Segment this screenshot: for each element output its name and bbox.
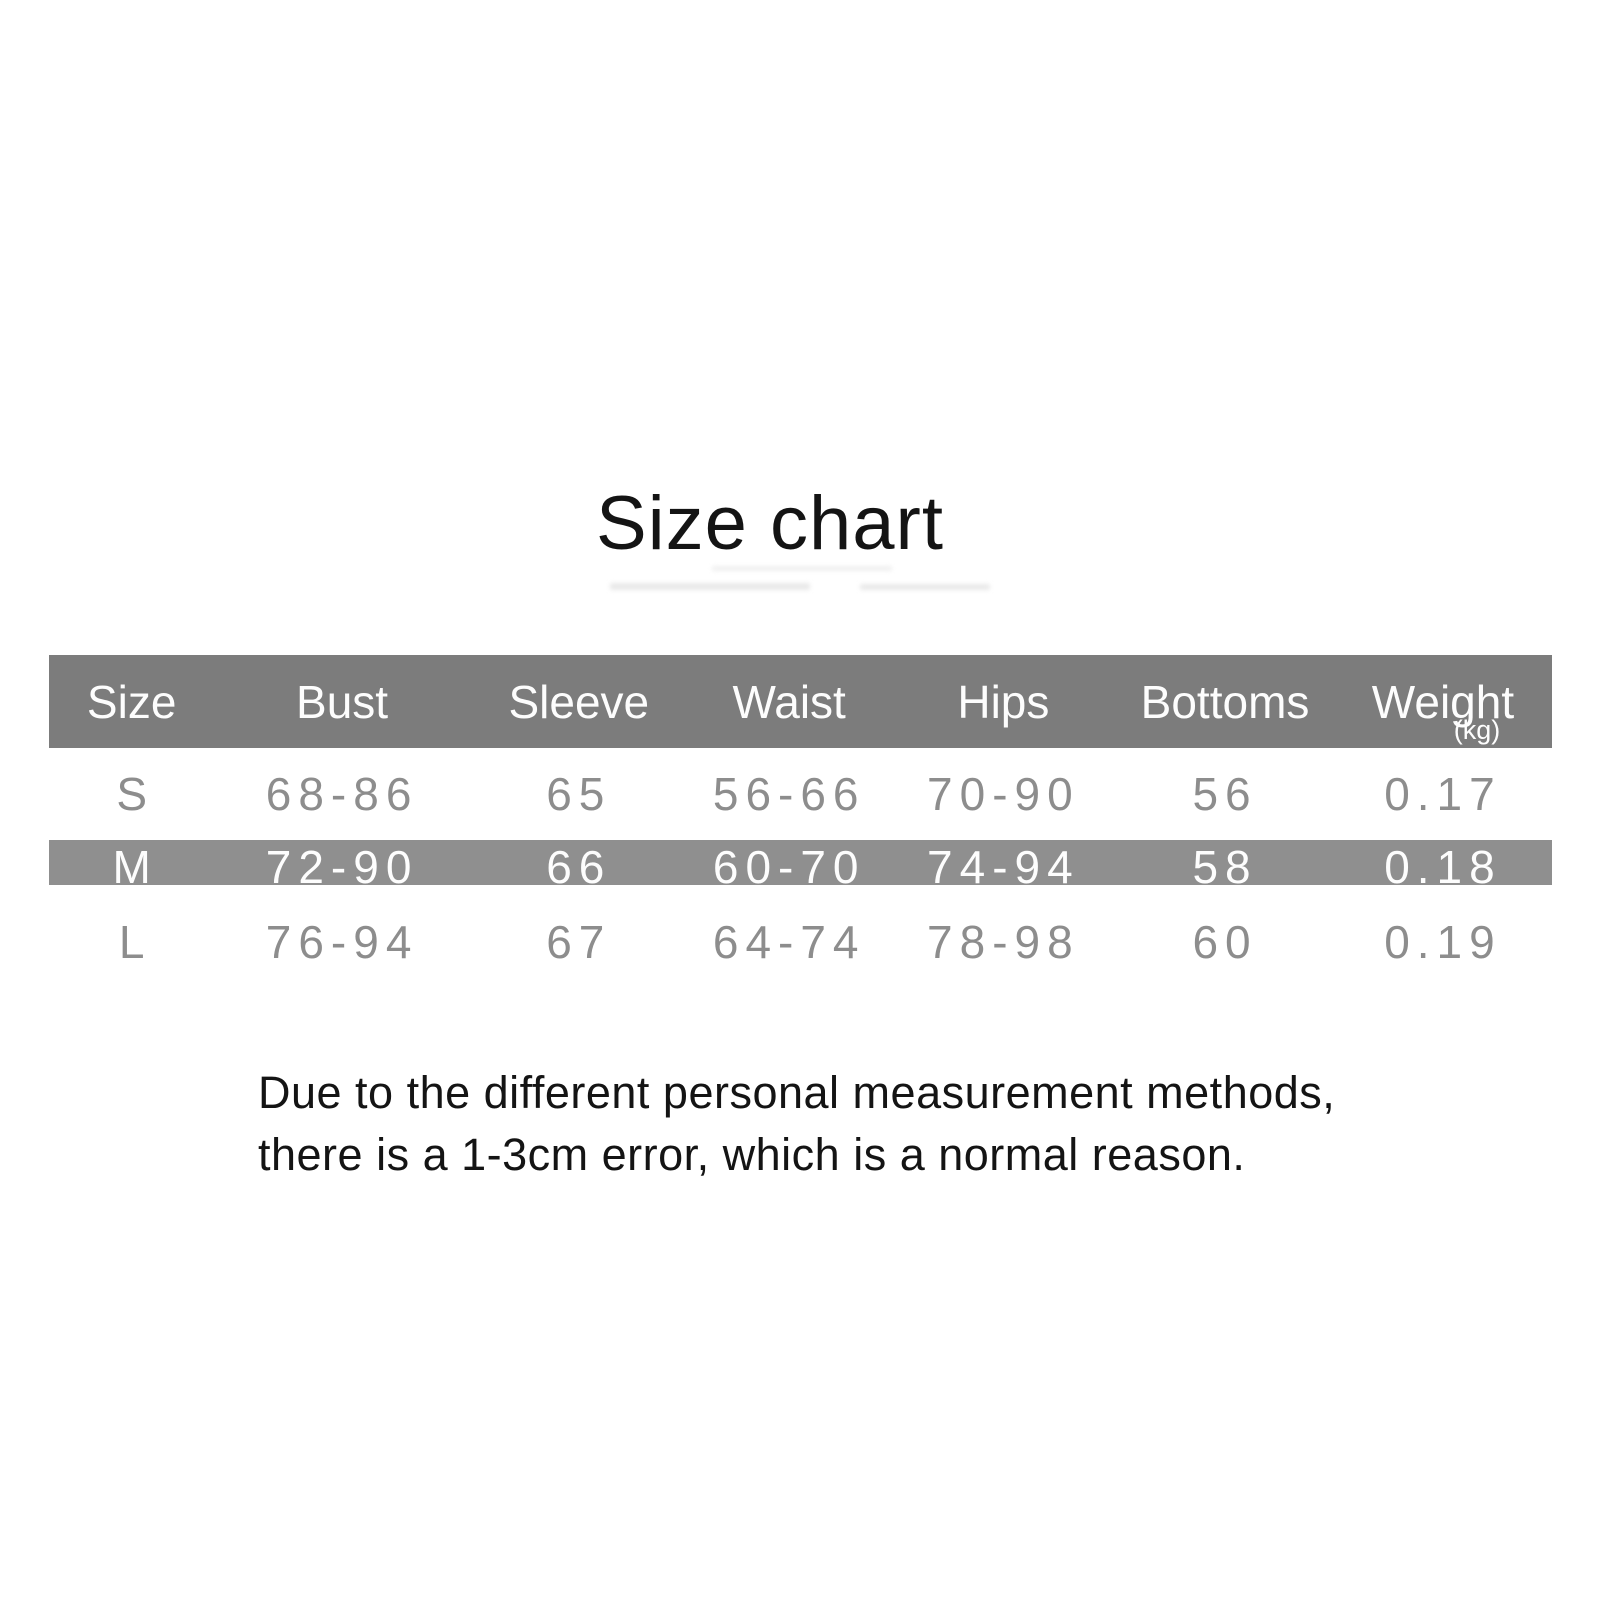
cell-bottoms: 60 [1192,916,1258,968]
cell-weight: 0.18 [1384,841,1502,893]
column-header-weight-label: Weight [1371,675,1515,728]
table-header-row: Size Bust Sleeve Waist Hips Bottoms Weig… [49,655,1552,748]
table-row-s: S 68-86 65 56-66 70-90 56 0.17 [49,748,1552,840]
column-header-bottoms: Bottoms [1116,655,1334,748]
column-header-waist: Waist [688,655,891,748]
cell-bottoms: 58 [1192,841,1258,893]
blurred-watermark [712,566,892,571]
column-header-weight: Weight (kg) [1334,655,1552,748]
column-header-sleeve: Sleeve [470,655,688,748]
column-header-sleeve-label: Sleeve [508,675,650,728]
column-header-size-label: Size [86,675,177,728]
column-header-bust-label: Bust [296,675,389,728]
column-header-bust: Bust [214,655,470,748]
cell-sleeve: 66 [546,841,612,893]
cell-weight: 0.17 [1384,768,1502,820]
cell-weight: 0.19 [1384,916,1502,968]
cell-hips: 78-98 [927,916,1080,968]
weight-unit-label: (kg) [1453,715,1501,745]
cell-waist: 56-66 [712,768,866,820]
cell-bust: 68-86 [265,768,419,820]
measurement-note-line2: there is a 1-3cm error, which is a norma… [258,1129,1246,1180]
measurement-note-line1: Due to the different personal measuremen… [258,1067,1336,1118]
cell-size: M [112,841,151,893]
blurred-watermark [610,583,810,590]
size-table: Size Bust Sleeve Waist Hips Bottoms Weig… [49,655,1552,999]
measurement-note: Due to the different personal measuremen… [258,1062,1335,1186]
column-header-bottoms-label: Bottoms [1140,675,1310,728]
page-title: Size chart [596,481,944,566]
column-header-hips: Hips [891,655,1116,748]
table-row-l: L 76-94 67 64-74 78-98 60 0.19 [49,885,1552,999]
cell-size: L [118,916,145,968]
blurred-watermark [860,584,990,590]
cell-sleeve: 67 [546,916,612,968]
cell-hips: 70-90 [927,768,1080,820]
cell-size: S [116,768,147,820]
cell-hips: 74-94 [927,841,1080,893]
cell-waist: 64-74 [712,916,866,968]
cell-waist: 60-70 [712,841,866,893]
column-header-size: Size [49,655,214,748]
cell-bust: 72-90 [265,841,419,893]
cell-sleeve: 65 [546,768,612,820]
column-header-hips-label: Hips [957,675,1050,728]
cell-bottoms: 56 [1192,768,1258,820]
column-header-waist-label: Waist [732,675,846,728]
cell-bust: 76-94 [265,916,419,968]
table-row-m-highlighted: M 72-90 66 60-70 74-94 58 0.18 [49,840,1552,893]
